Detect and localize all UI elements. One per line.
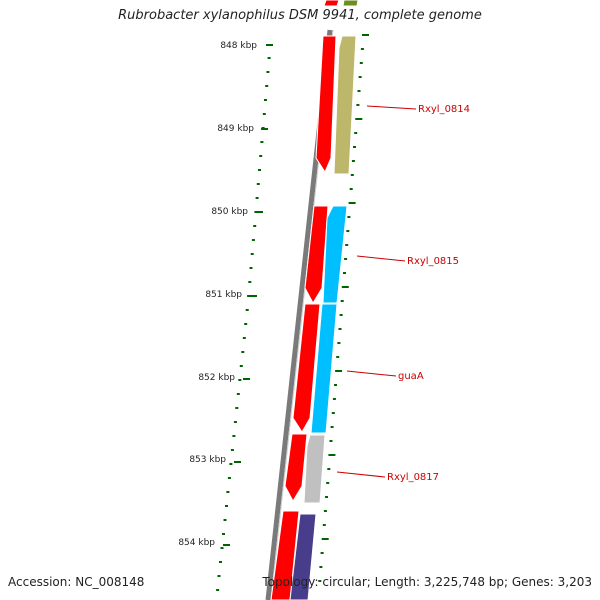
gene-guaA[interactable] <box>310 303 338 434</box>
gene-bottom-purple[interactable] <box>289 513 317 600</box>
tick-label-852: 852 kbp <box>198 373 235 383</box>
major-tick-852: 852 kbp <box>198 373 250 383</box>
leader-rxyl-0815 <box>356 255 406 262</box>
minor-ticks <box>216 57 271 591</box>
gene-rxyl-0814[interactable] <box>333 35 357 175</box>
gene-forward-3[interactable] <box>304 205 329 305</box>
major-tick-849: 849 kbp <box>217 124 268 134</box>
leader-guaA <box>346 370 397 377</box>
major-tick-853: 853 kbp <box>189 455 241 465</box>
tick-label-853: 853 kbp <box>189 455 226 465</box>
tick-label-854: 854 kbp <box>178 538 215 548</box>
map-title: Rubrobacter xylanophilus DSM 9941, compl… <box>118 8 482 23</box>
gene-label-rxyl-0815[interactable]: Rxyl_0815 <box>407 256 459 267</box>
gene-top-olive[interactable] <box>342 0 359 7</box>
gene-rxyl-0815[interactable] <box>322 205 348 304</box>
topology-text: Topology: circular; Length: 3,225,748 bp… <box>262 575 592 589</box>
tick-label-849: 849 kbp <box>217 124 254 134</box>
gene-forward-2[interactable] <box>315 35 337 174</box>
gene-forward-5[interactable] <box>284 433 308 503</box>
tick-label-851: 851 kbp <box>205 290 242 300</box>
major-tick-851: 851 kbp <box>205 290 257 300</box>
accession-text: Accession: NC_008148 <box>8 575 145 589</box>
gene-rxyl-0817[interactable] <box>303 434 326 504</box>
gene-label-rxyl-0814[interactable]: Rxyl_0814 <box>418 104 470 115</box>
gene-forward-1[interactable] <box>323 0 340 7</box>
leader-rxyl-0817 <box>336 471 386 478</box>
tick-label-850: 850 kbp <box>211 207 248 217</box>
gene-label-rxyl-0817[interactable]: Rxyl_0817 <box>387 472 439 483</box>
minor-ticks-right <box>318 34 369 582</box>
major-tick-854: 854 kbp <box>178 538 230 548</box>
gene-forward-6[interactable] <box>270 510 300 600</box>
major-tick-848: 848 kbp <box>220 41 273 51</box>
gene-label-guaA[interactable]: guaA <box>398 371 424 382</box>
gene-forward-4[interactable] <box>292 303 321 433</box>
major-tick-850: 850 kbp <box>211 207 263 217</box>
tick-label-848: 848 kbp <box>220 41 257 51</box>
leader-rxyl-0814 <box>366 105 417 110</box>
